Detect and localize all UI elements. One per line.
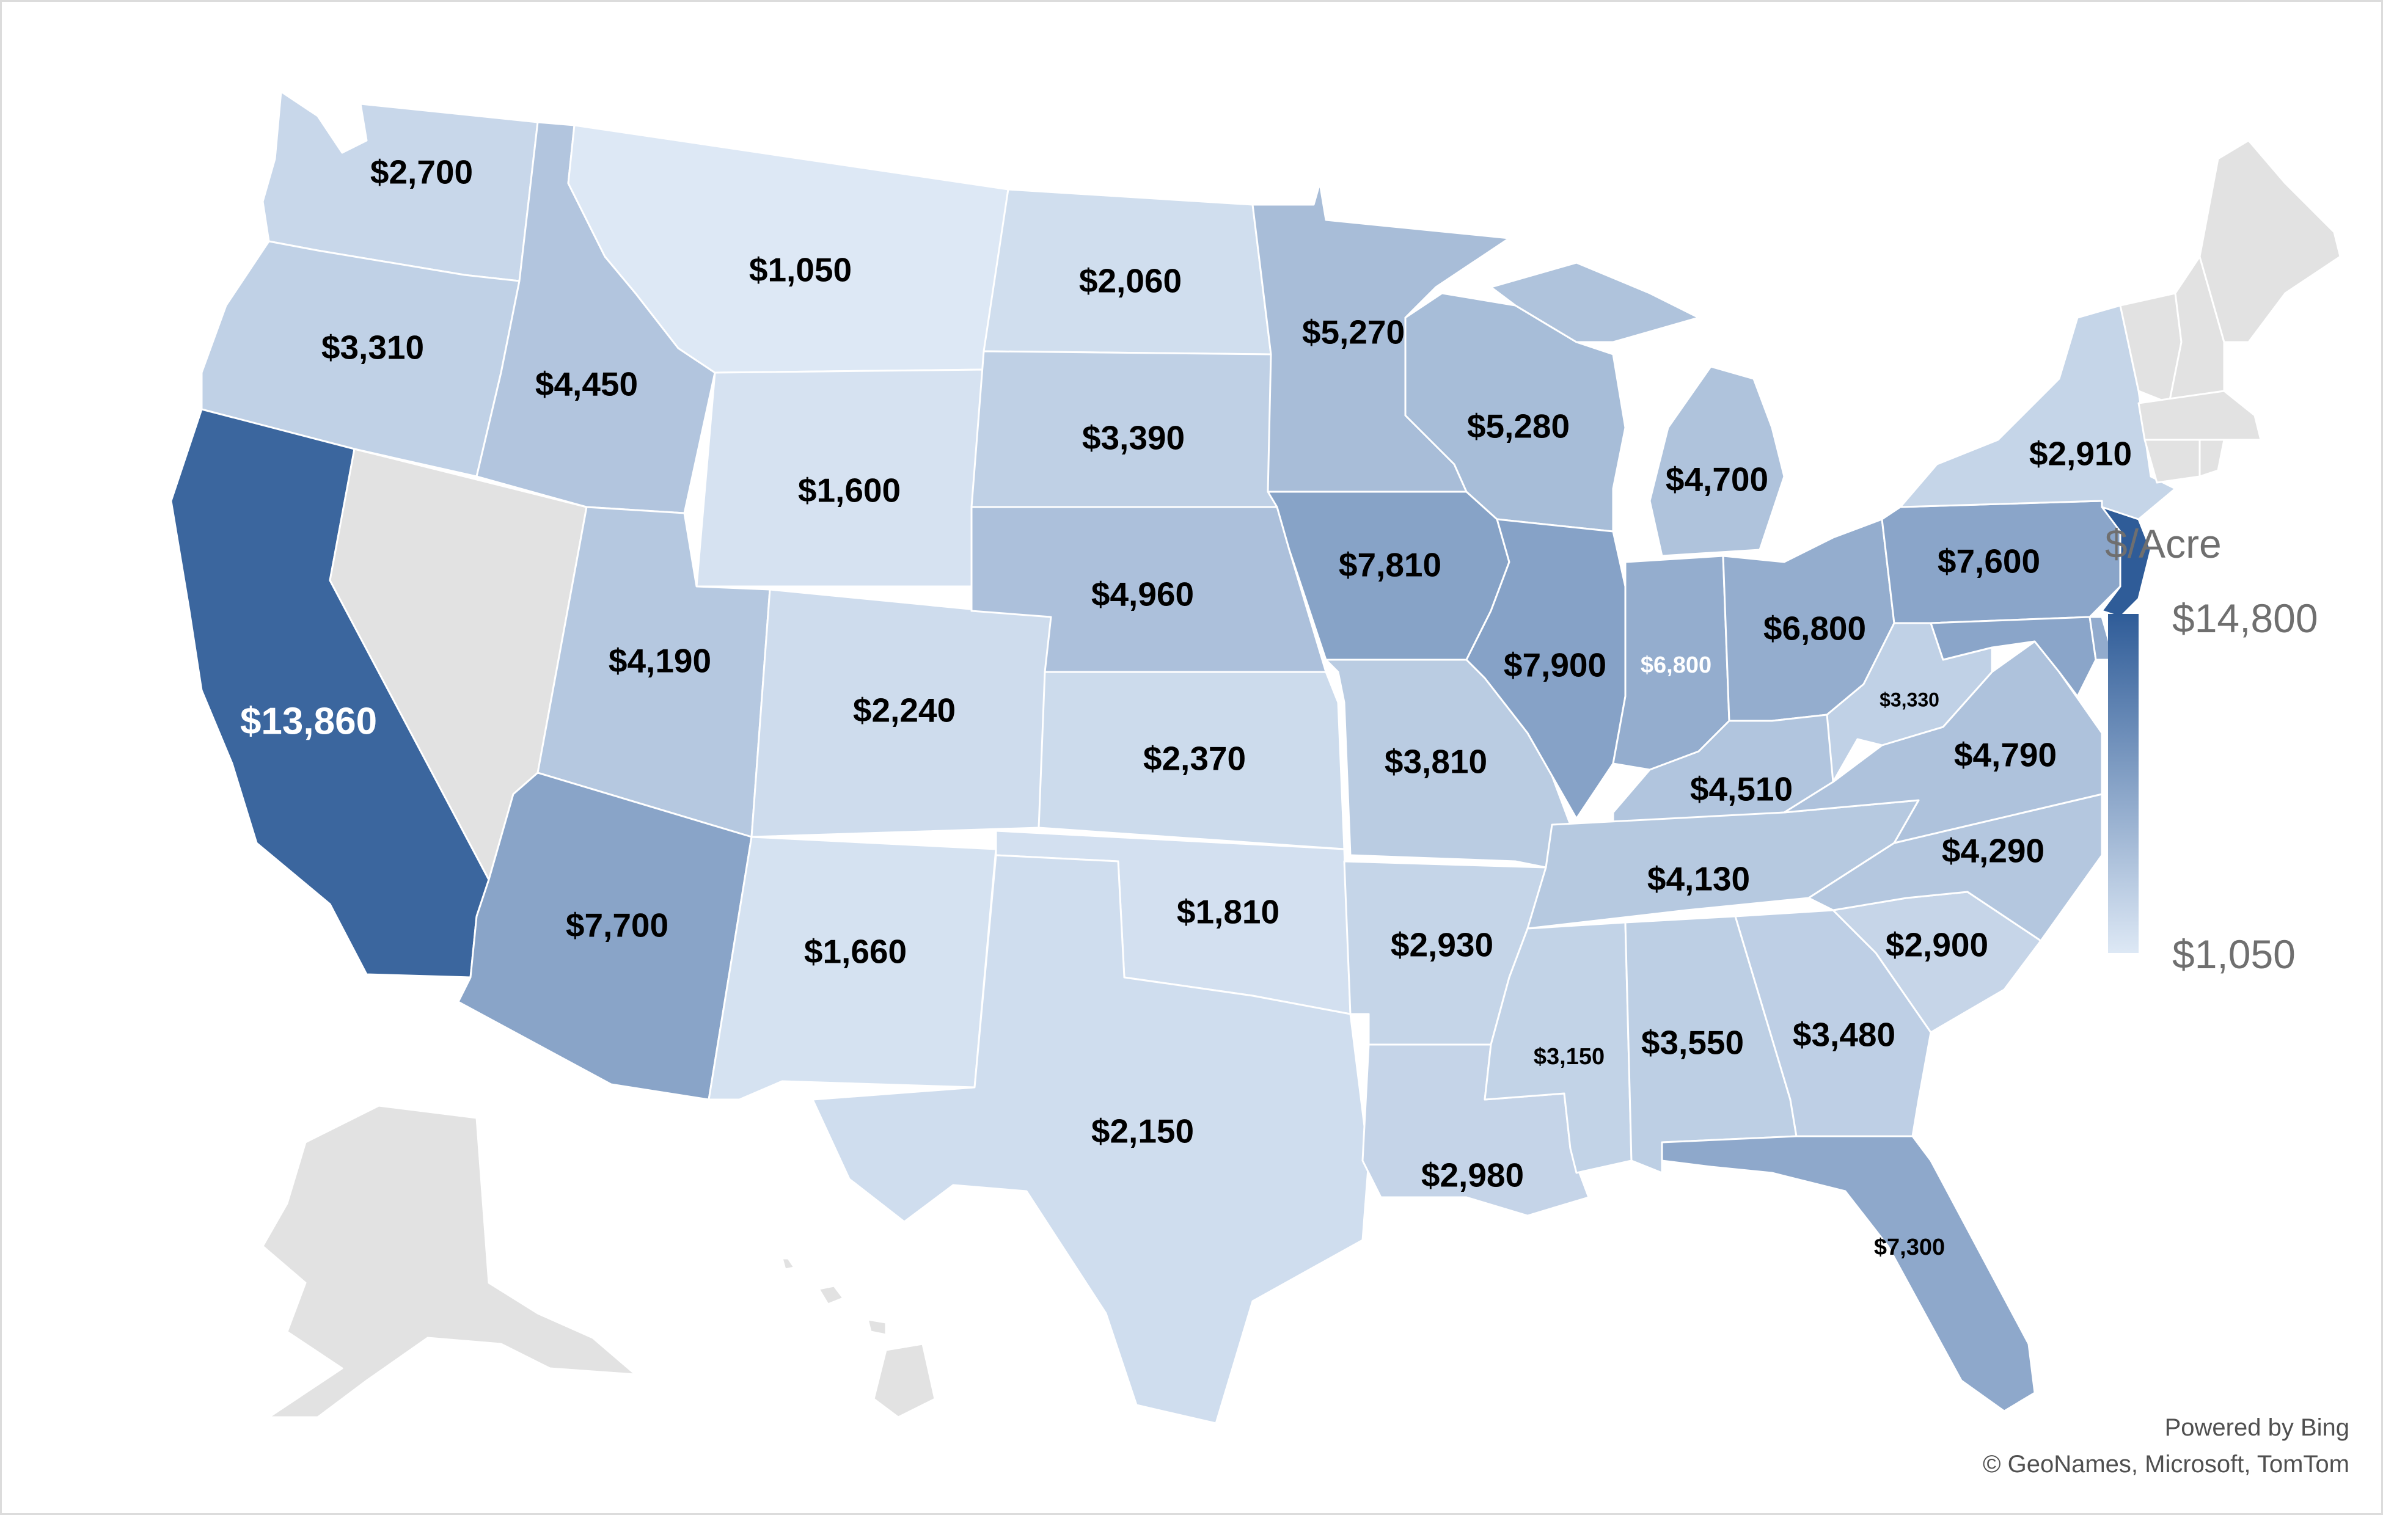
label-ND: $2,060 [1079, 262, 1182, 300]
label-NM: $1,660 [804, 933, 907, 971]
state-ME[interactable] [2198, 139, 2341, 343]
state-HI[interactable] [781, 1257, 936, 1418]
label-SD: $3,390 [1082, 419, 1185, 457]
label-TN: $4,130 [1647, 860, 1750, 898]
legend-max-label: $14,800 [2172, 596, 2318, 641]
label-TX: $2,150 [1091, 1112, 1194, 1150]
states-layer [170, 90, 2341, 1425]
state-MI[interactable] [1490, 261, 1785, 557]
label-MT: $1,050 [749, 251, 852, 289]
state-KS[interactable] [1038, 671, 1345, 850]
state-RI[interactable] [2198, 439, 2225, 478]
label-MI: $4,700 [1666, 461, 1768, 498]
bing-credit: Powered by Bing [2164, 1414, 2349, 1441]
label-AL: $3,550 [1641, 1024, 1744, 1062]
label-OR: $3,310 [321, 329, 424, 367]
label-VA: $4,790 [1954, 736, 2057, 774]
label-MN: $5,270 [1302, 313, 1405, 351]
color-legend: $/Acre $14,800 $1,050 [2105, 521, 2318, 977]
legend-title: $/Acre [2105, 521, 2222, 566]
state-CT[interactable] [2143, 439, 2201, 484]
label-WV: $3,330 [1880, 688, 1939, 710]
value-labels-layer: $2,700 $3,310 $13,860 $4,450 $1,050 $1,6… [240, 153, 2132, 1261]
label-NC: $4,290 [1942, 832, 2044, 870]
legend-color-bar [2108, 614, 2139, 953]
state-AK[interactable] [262, 1104, 637, 1418]
label-OH: $6,800 [1763, 610, 1866, 648]
label-KY: $4,510 [1690, 770, 1793, 808]
label-MS: $3,150 [1534, 1044, 1605, 1070]
label-SC: $2,900 [1886, 926, 1988, 964]
label-GA: $3,480 [1793, 1016, 1895, 1054]
state-NC[interactable] [1807, 793, 2103, 942]
label-WY: $1,600 [798, 472, 901, 509]
label-CA: $13,860 [240, 700, 377, 742]
label-UT: $4,190 [609, 642, 711, 680]
label-WI: $5,280 [1467, 407, 1570, 445]
label-IA: $7,810 [1339, 546, 1441, 584]
label-FL: $7,300 [1874, 1235, 1945, 1260]
label-AZ: $7,700 [566, 907, 668, 944]
label-NY: $2,910 [2029, 435, 2132, 473]
state-FL[interactable] [1661, 1135, 2036, 1412]
label-MO: $3,810 [1385, 743, 1487, 781]
label-CO: $2,240 [853, 692, 956, 729]
copyright-credit: © GeoNames, Microsoft, TomTom [1983, 1451, 2349, 1478]
label-IN: $6,800 [1641, 652, 1711, 678]
label-OK: $1,810 [1177, 893, 1279, 931]
label-NE: $4,960 [1091, 575, 1194, 613]
state-TX[interactable] [811, 854, 1370, 1425]
label-KS: $2,370 [1143, 740, 1246, 778]
label-IL: $7,900 [1504, 646, 1606, 684]
label-LA: $2,980 [1421, 1156, 1524, 1194]
label-AR: $2,930 [1391, 926, 1493, 964]
label-PA: $7,600 [1938, 542, 2040, 580]
legend-min-label: $1,050 [2172, 932, 2296, 977]
label-WA: $2,700 [370, 153, 473, 191]
label-ID: $4,450 [535, 365, 638, 403]
